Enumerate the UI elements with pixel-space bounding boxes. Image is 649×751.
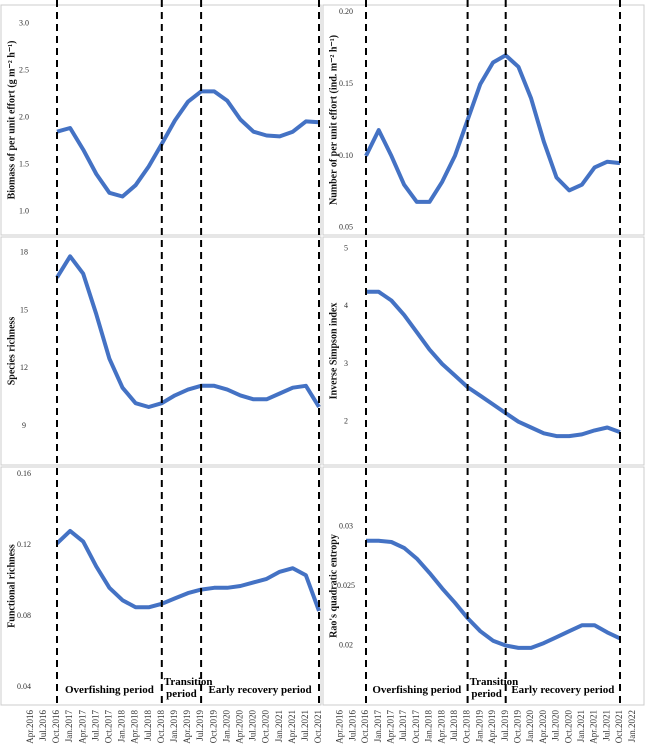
x-tick-label: Jul.2021 (601, 710, 611, 741)
y-tick-label: 0.04 (17, 682, 31, 691)
mean-line (56, 89, 320, 199)
x-tick-label: Apr.2019 (182, 710, 192, 744)
mean-line (366, 289, 621, 439)
y-axis-label: Species richness (6, 317, 17, 386)
y-tick-label: 2 (344, 417, 348, 426)
y-tick-label: 2.0 (19, 112, 29, 121)
x-tick-label: Jan.2020 (221, 710, 231, 743)
period-label: Early recovery period (208, 684, 312, 696)
y-tick-label: 0.15 (339, 79, 353, 88)
x-tick-label: Jul.2020 (551, 710, 561, 741)
y-tick-label: 0.02 (339, 640, 353, 649)
y-tick-label: 0.05 (339, 223, 353, 232)
y-tick-label: 1.5 (19, 159, 29, 168)
y-tick-label: 0.025 (337, 581, 355, 590)
x-tick-label: Apr.2020 (538, 710, 548, 744)
y-tick-label: 0.12 (17, 540, 31, 549)
panel-frame (322, 236, 645, 466)
x-tick-label: Apr.2019 (487, 710, 497, 744)
y-tick-label: 1.0 (19, 206, 29, 215)
y-tick-label: 4 (344, 301, 348, 310)
x-tick-label: Apr.2016 (335, 710, 345, 744)
x-tick-label: Jul.2017 (90, 710, 100, 741)
x-tick-label: Oct.2018 (462, 710, 472, 744)
x-tick-label: Apr.2016 (25, 710, 35, 744)
x-tick-label: Jul.2018 (143, 710, 153, 741)
x-tick-label: Oct.2021 (313, 710, 323, 743)
y-tick-label: 5 (344, 243, 348, 252)
y-tick-label: 0.10 (339, 151, 353, 160)
x-tick-label: Jul.2019 (500, 710, 510, 741)
y-tick-label: 0.16 (17, 469, 31, 478)
panel-frame (322, 466, 645, 706)
y-tick-label: 3 (344, 359, 348, 368)
x-tick-label: Oct.2016 (360, 710, 370, 744)
x-tick-label: Oct.2021 (614, 710, 624, 743)
x-tick-label: Jul.2019 (195, 710, 205, 741)
x-tick-label: Apr.2018 (436, 710, 446, 744)
x-tick-label: Jul.2018 (449, 710, 459, 741)
x-tick-label: Apr.2020 (234, 710, 244, 744)
x-tick-label: Jan.2021 (274, 710, 284, 742)
panel-frame (0, 236, 322, 466)
x-tick-label: Oct.2020 (261, 710, 271, 744)
x-tick-label: Apr.2017 (385, 710, 395, 744)
x-tick-label: Oct.2020 (563, 710, 573, 744)
x-tick-label: Apr.2021 (589, 710, 599, 744)
period-label: Early recovery period (511, 684, 615, 696)
x-tick-label: Oct.2017 (411, 710, 421, 744)
y-tick-label: 0.20 (339, 7, 353, 16)
y-tick-label: 9 (22, 421, 26, 430)
y-tick-label: 18 (20, 247, 28, 256)
y-axis-label: Functional richness (6, 544, 17, 628)
y-tick-label: 0.08 (17, 611, 31, 620)
y-axis-label: Rao's quadratic entropy (328, 534, 339, 638)
y-axis-label: Biomass of per unit effort (g m⁻² h⁻¹) (6, 41, 17, 200)
panel-frame (0, 466, 322, 706)
y-axis-label: Inverse Simpson index (328, 303, 339, 400)
x-tick-label: Jul.2016 (38, 710, 48, 741)
period-label: Transition period (163, 676, 213, 700)
panel-frame (322, 4, 645, 236)
x-tick-label: Jan.2018 (117, 710, 127, 743)
x-tick-label: Apr.2017 (77, 710, 87, 744)
y-axis-label: Number of per unit effort (ind. m⁻² h⁻¹) (328, 35, 339, 205)
x-tick-label: Jan.2020 (525, 710, 535, 743)
x-tick-label: Jan.2017 (373, 710, 383, 743)
x-tick-label: Oct.2019 (512, 710, 522, 744)
x-tick-label: Apr.2018 (130, 710, 140, 744)
x-tick-label: Jan.2017 (64, 710, 74, 743)
x-tick-label: Jul.2020 (248, 710, 258, 741)
x-tick-label: Oct.2016 (51, 710, 61, 744)
mean-line (55, 254, 321, 409)
period-label: Transition period (469, 676, 519, 700)
y-tick-label: 15 (20, 305, 28, 314)
x-tick-label: Jul.2017 (398, 710, 408, 741)
x-tick-label: Jul.2016 (347, 710, 357, 741)
x-tick-label: Oct.2019 (208, 710, 218, 744)
x-tick-label: Jul.2021 (300, 710, 310, 741)
y-tick-label: 12 (20, 363, 28, 372)
x-tick-label: Jan.2019 (474, 710, 484, 743)
y-tick-label: 0.03 (339, 521, 353, 530)
x-tick-label: Oct.2017 (103, 710, 113, 744)
period-label: Overfishing period (372, 684, 462, 696)
x-tick-label: Jan.2021 (576, 710, 586, 742)
y-tick-label: 3.0 (19, 19, 29, 28)
mean-line (55, 528, 321, 612)
mean-line (366, 538, 621, 650)
x-tick-label: Jan.2018 (424, 710, 434, 743)
x-tick-label: Apr.2021 (287, 710, 297, 744)
y-tick-label: 2.5 (19, 66, 29, 75)
period-label: Overfishing period (64, 684, 154, 696)
mean-line (364, 53, 621, 204)
x-tick-label: Oct.2018 (156, 710, 166, 744)
x-tick-label: Jan.2019 (169, 710, 179, 743)
x-tick-label: Jan.2022 (627, 710, 637, 742)
